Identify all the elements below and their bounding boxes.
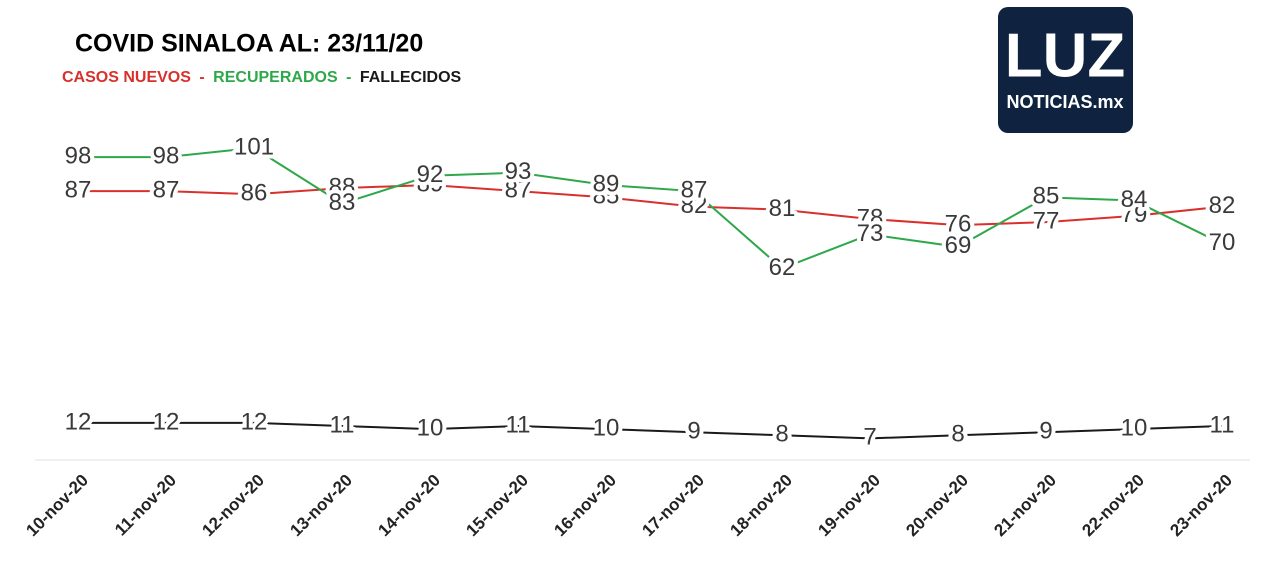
logo-subtitle: NOTICIAS.mx: [1006, 92, 1123, 112]
data-label: 83: [329, 189, 356, 216]
x-tick-label: 13-nov-20: [286, 471, 356, 541]
x-tick-label: 17-nov-20: [638, 471, 708, 541]
legend-separator: -: [346, 69, 351, 86]
data-label: 87: [505, 177, 532, 204]
series-line: [78, 146, 1223, 270]
data-label: 12: [153, 408, 180, 435]
legend-entry: RECUPERADOS: [213, 69, 338, 86]
x-tick-label: 10-nov-20: [22, 471, 92, 541]
x-tick-label: 18-nov-20: [726, 471, 796, 541]
legend-separator: -: [199, 69, 204, 86]
data-label: 92: [417, 161, 444, 188]
data-label: 7: [863, 424, 876, 451]
x-tick-label: 22-nov-20: [1078, 471, 1148, 541]
data-label: 101: [234, 133, 274, 160]
data-label: 77: [1033, 207, 1060, 234]
data-label: 87: [65, 177, 92, 204]
data-label: 98: [153, 143, 180, 170]
data-label: 10: [417, 414, 444, 441]
data-label: 10: [593, 414, 620, 441]
x-tick-label: 19-nov-20: [814, 471, 884, 541]
data-label: 69: [945, 232, 972, 259]
data-label: 76: [945, 211, 972, 238]
data-label: 87: [681, 177, 708, 204]
x-tick-label: 12-nov-20: [198, 471, 268, 541]
data-label: 11: [330, 411, 355, 438]
legend-entry: FALLECIDOS: [360, 69, 462, 86]
data-label: 85: [593, 183, 620, 210]
logo: LUZ NOTICIAS.mx: [998, 7, 1133, 133]
data-label: 9: [687, 418, 700, 445]
logo-title: LUZ: [1005, 21, 1126, 90]
x-tick-label: 16-nov-20: [550, 471, 620, 541]
legend-entry: CASOS NUEVOS: [62, 69, 191, 86]
data-label: 8: [951, 421, 964, 448]
x-tick-label: 20-nov-20: [902, 471, 972, 541]
data-label: 12: [65, 408, 92, 435]
data-label: 8: [775, 421, 788, 448]
data-label: 79: [1121, 201, 1148, 228]
data-label: 12: [241, 408, 268, 435]
data-label: 85: [1033, 183, 1060, 210]
data-label: 70: [1209, 229, 1236, 256]
data-label: 78: [857, 204, 884, 231]
data-label: 88: [329, 173, 356, 200]
data-label: 82: [681, 192, 708, 219]
data-label: 62: [769, 254, 796, 281]
data-label: 89: [593, 170, 620, 197]
data-label: 11: [506, 411, 531, 438]
data-label: 10: [1121, 414, 1148, 441]
data-label: 98: [65, 143, 92, 170]
data-label: 87: [153, 177, 180, 204]
data-label: 73: [857, 220, 884, 247]
chart-title: COVID SINALOA AL: 23/11/20: [75, 30, 423, 58]
series-line: [78, 421, 1223, 440]
series-line: [78, 183, 1223, 227]
data-label: 11: [1210, 411, 1235, 438]
data-label: 89: [417, 170, 444, 197]
x-tick-label: 11-nov-20: [111, 471, 180, 540]
data-label: 86: [241, 180, 268, 207]
data-label: 9: [1039, 418, 1052, 445]
x-tick-label: 21-nov-20: [990, 471, 1060, 541]
x-tick-label: 15-nov-20: [462, 471, 532, 541]
x-tick-label: 14-nov-20: [374, 471, 444, 541]
data-label: 84: [1121, 186, 1148, 213]
data-label: 81: [769, 195, 796, 222]
logo-box: [998, 7, 1133, 133]
x-tick-label: 23-nov-20: [1166, 471, 1236, 541]
legend: CASOS NUEVOS - RECUPERADOS - FALLECIDOS: [62, 69, 462, 86]
data-label: 93: [505, 158, 532, 185]
data-label: 82: [1209, 192, 1236, 219]
